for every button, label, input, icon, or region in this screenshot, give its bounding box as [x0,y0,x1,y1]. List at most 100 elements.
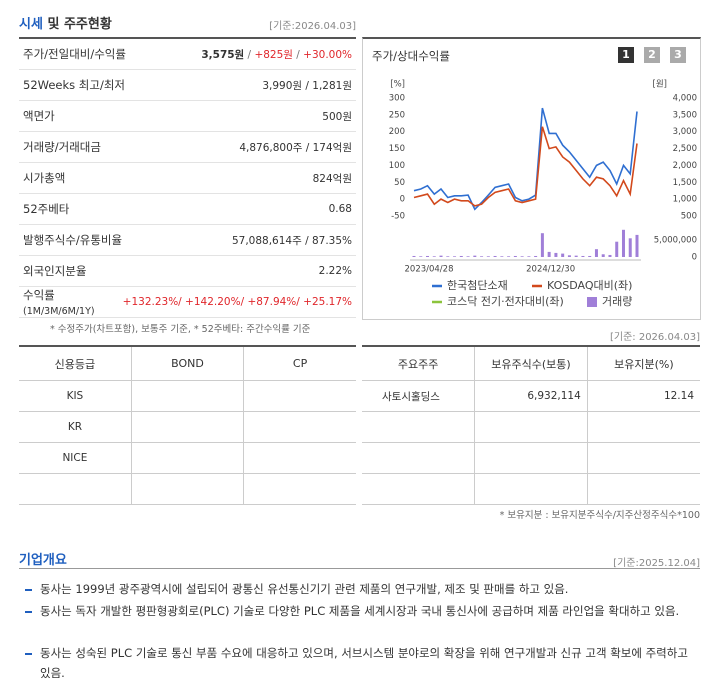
table-cell [130,442,244,474]
volume-bar [581,255,585,257]
row-label: 52Weeks 최고/최저 [23,77,125,93]
volume-bar [493,255,497,257]
legend-swatch [587,297,597,307]
table-row: 사토시홀딩스 6,932,114 12.14 [362,380,700,412]
value-part: 2.22% [318,265,352,277]
volume-bar [574,255,578,257]
row-value: 57,088,614주 / 87.35% [232,233,352,248]
bullet-text: 동사는 성숙된 PLC 기술로 통신 부품 수요에 대응하고 있으며, 서브시스… [40,646,688,680]
value-part: 57,088,614주 / 87.35% [231,234,352,247]
chart-title: 주가/상대수익률 [372,49,450,63]
volume-bar [554,252,558,257]
row-label: 액면가 [23,108,55,124]
y3-tick-label: 5,000,000 [654,236,697,246]
value-part: +825원 [254,48,293,61]
volume-bar [540,233,544,257]
quote-table: 주가/전일대비/수익률 3,575원 / +825원 / +30.00% 52Wee… [19,37,356,318]
value-part: 3,575원 [201,48,245,61]
table-row [19,473,356,505]
date: [기준:2025.12.04] [613,558,700,569]
table-cell [586,442,700,474]
quote-row: 52Weeks 최고/최저 3,990원 / 1,281원 [19,70,356,101]
credit-table: 신용등급 BOND CP KIS KR NICE [19,345,356,505]
label-text: 주가/전일대비/수익률 [23,47,126,61]
quote-row: 시가총액 824억원 [19,163,356,194]
title-rest: 및 주주현황 [47,17,112,32]
section-title: 시세 및 주주현황 [19,13,112,32]
label-text: 52주베타 [23,202,70,216]
quote-row: 수익률 (1M/3M/6M/1Y) +132.23%/ +142.20%/ +87… [19,287,356,318]
column-header: 주요주주 [362,346,475,381]
legend-label: KOSDAQ대비(좌) [547,279,632,292]
column-header: 신용등급 [19,346,132,381]
quote-row: 주가/전일대비/수익률 3,575원 / +825원 / +30.00% [19,39,356,70]
volume-bar [486,256,490,257]
table-cell [474,473,588,505]
divider [19,568,700,569]
value-part: 824억원 [312,172,352,185]
volume-bar [635,234,639,257]
table-cell [19,473,132,505]
quote-row: 외국인지분율 2.22% [19,256,356,287]
y2-tick-label: 2,000 [673,161,697,171]
chart-tab[interactable]: 1 [618,47,634,63]
y2-tick-label: 1,500 [673,178,697,188]
value-part: +132.23%/ +142.20%/ +87.94%/ +25.17% [122,296,352,308]
quote-row: 액면가 500원 [19,101,356,132]
table-cell: KIS [19,380,132,412]
value-part: / [292,48,304,61]
y2-tick-label: 1,000 [673,195,697,205]
label-text: 발행주식수/유통비율 [23,233,123,247]
volume-bar [480,256,484,257]
column-header: 보유지분(%) [586,346,700,381]
volume-bar [547,251,551,257]
value-part: / [244,48,255,61]
volume-bar [432,256,436,257]
x-tick-label: 2024/12/30 [526,265,575,275]
volume-bar [594,249,598,257]
table-row [362,473,700,505]
volume-bar [459,255,463,257]
row-label: 발행주식수/유통비율 [23,232,122,248]
chart-tab[interactable]: 3 [670,47,686,63]
table-cell: 12.14 [586,380,700,412]
footnote: * 보유지분 : 보유지분주식수/지주산정주식수*100 [499,510,700,521]
volume-bar [588,255,592,257]
volume-bar [527,256,531,257]
legend-label: 한국첨단소재 [447,279,508,292]
volume-bar [567,255,571,257]
legend-label: 코스닥 전기·전자대비(좌) [447,295,564,308]
table-cell [474,442,588,474]
volume-bar [466,256,470,257]
overview-title: 기업개요 [19,553,67,568]
bullet-text: 동사는 독자 개발한 평판형광회로(PLC) 기술로 다양한 PLC 제품을 세… [40,604,680,618]
table-row: KR [19,411,356,443]
bullet-text: 동사는 1999년 광주광역시에 설립되어 광통신 유선통신기기 관련 제품의 … [40,582,569,596]
volume-bar [601,254,605,257]
table-row [362,442,700,474]
y2-tick-label: 2,500 [673,144,697,154]
volume-bar [426,255,430,257]
volume-bar [500,256,504,257]
volume-bar [453,256,457,257]
y2-tick-label: 4,000 [673,94,697,104]
y-tick-label: -50 [391,212,405,222]
value-part: 4,876,800주 / 174억원 [239,141,352,154]
table-row [362,411,700,443]
bullet-marker [25,589,32,591]
y-tick-label: 50 [394,178,405,188]
chart-tab[interactable]: 2 [644,47,660,63]
value-part: 500원 [322,110,352,123]
y-tick-label: 300 [389,94,405,104]
label-text: 외국인지분율 [23,264,87,278]
chart: [%] [원] -50 0 50 100 150 200 250 300 500 1,000 1,500… [389,80,697,309]
bullet-marker [25,611,32,613]
series-line [413,107,638,211]
volume-bar [473,255,477,257]
volume-bar [520,256,524,257]
table-row: NICE [19,442,356,474]
row-value: 3,990원 / 1,281원 [262,78,352,93]
row-label: 시가총액 [23,170,65,186]
table-cell [243,380,356,412]
